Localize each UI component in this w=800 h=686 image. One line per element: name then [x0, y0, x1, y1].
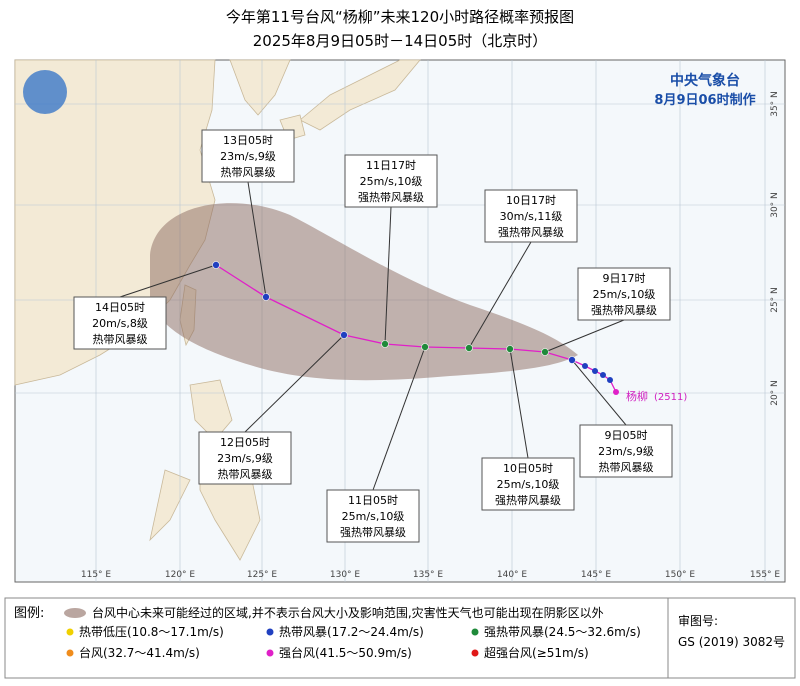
axis-labels: 115° E 120° E 125° E 130° E 135° E 140° E 145°… [81, 91, 781, 580]
callout-line [571, 359, 627, 426]
legend-title: 图例: [14, 606, 44, 621]
lon-label: 125° E [247, 570, 278, 580]
callout-time: 9日17时 [603, 272, 646, 285]
lat-label: 20° N [770, 380, 780, 406]
callout-box [579, 424, 673, 478]
lat-label: 35° N [770, 91, 780, 117]
callout-box [201, 129, 295, 183]
callout-line [119, 264, 217, 298]
callout-wind: 25m/s,10级 [342, 510, 405, 523]
callout-time: 10日17时 [506, 194, 556, 207]
callout-wind: 23m/s,9级 [598, 445, 654, 458]
legend-label: 强台风(41.5～50.9m/s) [279, 645, 412, 660]
issued-time: 8月9日06时制作 [654, 92, 755, 108]
callout-time: 14日05时 [95, 301, 145, 314]
track-point [340, 331, 348, 339]
lon-label: 140° E [497, 570, 528, 580]
legend-dot [66, 628, 74, 636]
track-point [541, 348, 549, 356]
callout-box [481, 457, 575, 511]
lon-label: 135° E [413, 570, 444, 580]
title: 今年第11号台风“杨柳”未来120小时路径概率预报图 [226, 8, 574, 26]
callout-category: 强热带风暴级 [495, 494, 561, 507]
callout-line [509, 348, 529, 459]
legend-dot [266, 628, 274, 636]
callout-wind: 23m/s,9级 [217, 452, 273, 465]
callout-line [468, 241, 532, 349]
callout-box [577, 267, 671, 321]
legend-box [4, 597, 796, 679]
lon-label: 115° E [81, 570, 112, 580]
legend-label: 热带风暴(17.2～24.4m/s) [279, 625, 424, 639]
callout-box [198, 431, 292, 485]
callout-category: 强热带风暴级 [591, 304, 657, 317]
track-point [506, 345, 514, 353]
callout-line [384, 206, 392, 345]
track-point [381, 340, 389, 348]
agency-name: 中央气象台 [670, 72, 740, 89]
callout-wind: 30m/s,11级 [500, 210, 563, 223]
track-point [262, 293, 270, 301]
track-point [212, 261, 220, 269]
legend-items: 热带低压(10.8～17.1m/s) 热带风暴(17.2～24.4m/s) 强热带风… [66, 625, 641, 660]
lon-label: 150° E [665, 570, 696, 580]
legend-cone-text: 台风中心未来可能经过的区域,并不表示台风大小及影响范围,灾害性天气也可能出现在阴… [92, 605, 604, 620]
approval-number: GS (2019) 3082号 [678, 635, 785, 649]
legend-cone [64, 608, 86, 618]
legend-dot [266, 649, 274, 657]
callout-wind: 25m/s,10级 [497, 478, 560, 491]
lon-label: 155° E [750, 570, 781, 580]
legend-dot [471, 628, 479, 636]
callout-category: 热带风暴级 [93, 333, 148, 346]
callout-line [244, 334, 345, 433]
callout-box [484, 189, 578, 243]
callout-line [247, 181, 267, 298]
legend-dot [471, 649, 479, 657]
callout-box [326, 489, 420, 543]
callout-wind: 25m/s,10级 [593, 288, 656, 301]
lat-label: 25° N [770, 287, 780, 313]
lat-label: 30° N [770, 192, 780, 218]
callout-time: 9日05时 [605, 429, 648, 442]
past-track [582, 363, 619, 395]
callout-time: 11日17时 [366, 159, 416, 172]
legend-dot [66, 649, 74, 657]
callout-time: 13日05时 [223, 134, 273, 147]
track-point [568, 356, 576, 364]
callout-time: 10日05时 [503, 462, 553, 475]
legend-label: 热带低压(10.8～17.1m/s) [79, 625, 224, 639]
callout-box [73, 296, 167, 350]
callout-category: 强热带风暴级 [498, 226, 564, 239]
typhoon-id: (2511) [654, 392, 687, 403]
callout-time: 12日05时 [220, 436, 270, 449]
callout-wind: 25m/s,10级 [360, 175, 423, 188]
typhoon-name: 杨柳 [626, 389, 648, 403]
lon-label: 130° E [330, 570, 361, 580]
callout-category: 热带风暴级 [218, 468, 273, 481]
callout-wind: 20m/s,8级 [92, 317, 148, 330]
callout-time: 11日05时 [348, 494, 398, 507]
callout-line [544, 319, 625, 353]
legend-label: 超强台风(≥51m/s) [484, 645, 589, 660]
legend-label: 台风(32.7～41.4m/s) [79, 645, 200, 660]
track-point [465, 344, 473, 352]
callout-category: 热带风暴级 [221, 166, 276, 179]
callout-line [372, 346, 426, 491]
callout-box [344, 154, 438, 208]
approval-label: 审图号: [678, 613, 718, 628]
callouts: 9日05时23m/s,9级热带风暴级9日17时25m/s,10级强热带风暴级10… [73, 129, 673, 543]
legend-label: 强热带风暴(24.5～32.6m/s) [484, 625, 641, 639]
callout-category: 强热带风暴级 [358, 191, 424, 204]
lon-label: 145° E [581, 570, 612, 580]
probability-cone [150, 203, 578, 381]
logo [23, 70, 67, 114]
callout-category: 热带风暴级 [599, 461, 654, 474]
track-point [421, 343, 429, 351]
lon-label: 120° E [165, 570, 196, 580]
callout-category: 强热带风暴级 [340, 526, 406, 539]
subtitle: 2025年8月9日05时－14日05时（北京时） [253, 32, 548, 50]
callout-wind: 23m/s,9级 [220, 150, 276, 163]
